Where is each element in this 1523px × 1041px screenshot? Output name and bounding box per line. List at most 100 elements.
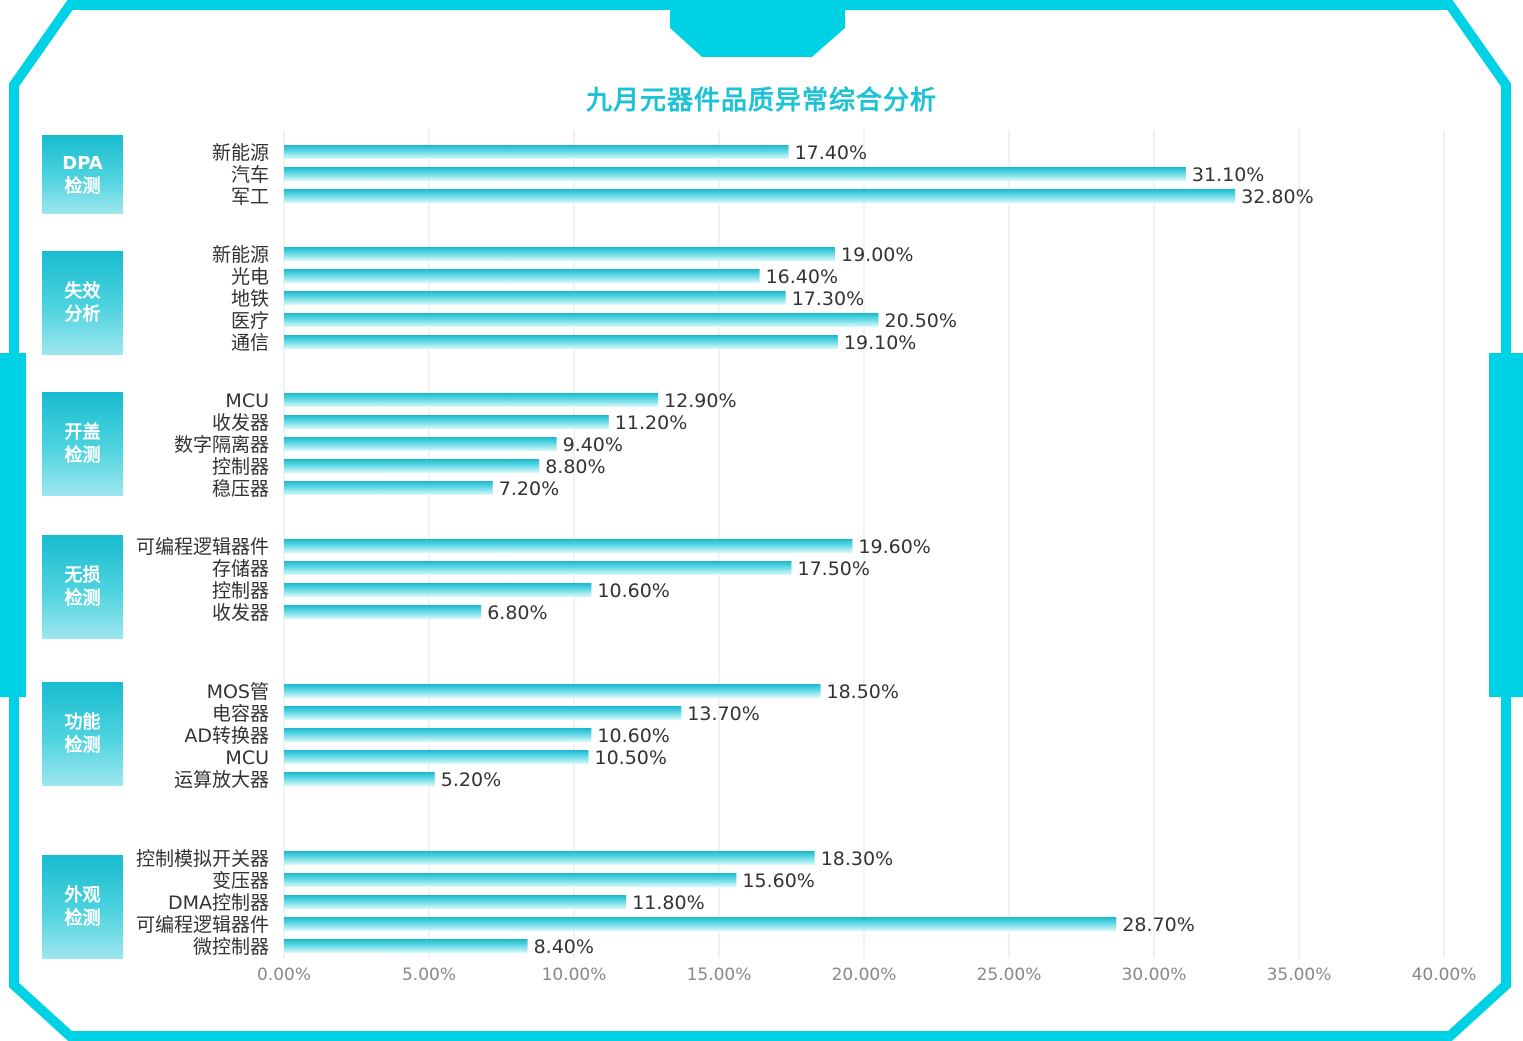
data-label: 13.70% <box>687 703 759 725</box>
data-label: 31.10% <box>1192 164 1264 186</box>
category-label: 军工 <box>231 186 269 208</box>
category-badge: 无损 检测 <box>42 535 123 639</box>
data-label: 28.70% <box>1122 914 1194 936</box>
category-badge-label: 外观 检测 <box>64 885 101 929</box>
bar <box>284 459 540 473</box>
category-label: 运算放大器 <box>174 769 269 791</box>
chart-title: 九月元器件品质异常综合分析 <box>585 86 937 116</box>
category-label: 控制器 <box>212 456 269 478</box>
bars <box>284 145 1236 953</box>
data-label: 8.40% <box>534 936 594 958</box>
category-label: 收发器 <box>212 412 269 434</box>
data-label: 17.40% <box>795 142 867 164</box>
category-label: 变压器 <box>212 870 269 892</box>
bar <box>284 247 835 261</box>
x-tick-label: 35.00% <box>1267 965 1332 985</box>
category-label: 控制模拟开关器 <box>136 848 269 870</box>
x-tick-label: 25.00% <box>977 965 1042 985</box>
category-label: 医疗 <box>231 310 269 332</box>
category-badge: DPA 检测 <box>42 135 123 214</box>
bar <box>284 851 815 865</box>
data-label: 8.80% <box>545 456 605 478</box>
category-label: 新能源 <box>212 244 269 266</box>
category-label: 可编程逻辑器件 <box>136 536 269 558</box>
data-label: 20.50% <box>885 310 957 332</box>
bar <box>284 772 435 786</box>
data-label: 10.60% <box>597 725 669 747</box>
category-badge: 开盖 检测 <box>42 392 123 496</box>
data-label: 10.60% <box>597 580 669 602</box>
category-label: MCU <box>225 747 269 769</box>
data-label: 19.10% <box>844 332 916 354</box>
data-label: 6.80% <box>487 602 547 624</box>
bar <box>284 917 1117 931</box>
category-label: MCU <box>225 390 269 412</box>
category-badge-label: 无损 检测 <box>64 565 101 609</box>
data-label: 19.00% <box>841 244 913 266</box>
category-badge: 功能 检测 <box>42 682 123 786</box>
bar <box>284 684 821 698</box>
x-tick-label: 40.00% <box>1412 965 1477 985</box>
category-label: 收发器 <box>212 602 269 624</box>
data-label: 11.80% <box>632 892 704 914</box>
data-label: 5.20% <box>441 769 501 791</box>
x-tick-label: 20.00% <box>832 965 897 985</box>
category-badge-label: 功能 检测 <box>64 712 101 756</box>
frame-left-tab <box>0 353 26 697</box>
category-label: 汽车 <box>231 164 269 186</box>
category-badge: 外观 检测 <box>42 855 123 959</box>
bar <box>284 437 557 451</box>
bar <box>284 145 789 159</box>
bar <box>284 335 838 349</box>
data-label: 11.20% <box>615 412 687 434</box>
category-label: 通信 <box>231 332 269 354</box>
data-label: 9.40% <box>563 434 623 456</box>
bar <box>284 939 528 953</box>
bar <box>284 895 627 909</box>
frame-right-tab <box>1489 353 1523 697</box>
x-tick-label: 0.00% <box>257 965 311 985</box>
category-label: 数字隔离器 <box>174 434 269 456</box>
bar <box>284 605 482 619</box>
data-label: 12.90% <box>664 390 736 412</box>
category-label: 稳压器 <box>212 478 269 500</box>
bar <box>284 189 1236 203</box>
data-label: 17.50% <box>798 558 870 580</box>
data-label: 15.60% <box>742 870 814 892</box>
bar <box>284 728 592 742</box>
data-label: 10.50% <box>595 747 667 769</box>
x-tick-label: 30.00% <box>1122 965 1187 985</box>
category-label: DMA控制器 <box>168 892 269 914</box>
bar <box>284 583 592 597</box>
x-tick-label: 5.00% <box>402 965 456 985</box>
data-label: 7.20% <box>499 478 559 500</box>
x-tick-label: 15.00% <box>687 965 752 985</box>
bar <box>284 750 589 764</box>
category-label: 可编程逻辑器件 <box>136 914 269 936</box>
category-badge: 失效 分析 <box>42 251 123 355</box>
bar <box>284 167 1186 181</box>
bar <box>284 313 879 327</box>
labels: 新能源 17.40% 汽车 31.10% 军工 32.80% 新能源 19.00% 光电 16.4… <box>136 142 1314 958</box>
bar <box>284 873 737 887</box>
bar <box>284 291 786 305</box>
bar <box>284 415 609 429</box>
category-label: AD转换器 <box>184 725 269 747</box>
bar <box>284 393 659 407</box>
category-label: 新能源 <box>212 142 269 164</box>
category-badge-label: 失效 分析 <box>64 281 101 325</box>
data-label: 32.80% <box>1241 186 1313 208</box>
data-label: 16.40% <box>766 266 838 288</box>
frame-top-tab <box>670 0 845 57</box>
x-axis-ticks: 0.00% 5.00% 10.00% 15.00% 20.00% 25.00% 30.00%… <box>257 965 1476 985</box>
data-label: 17.30% <box>792 288 864 310</box>
category-badge-label: 开盖 检测 <box>64 422 101 466</box>
bar <box>284 481 493 495</box>
category-label: 控制器 <box>212 580 269 602</box>
bar <box>284 269 760 283</box>
data-label: 18.30% <box>821 848 893 870</box>
bar <box>284 539 853 553</box>
bar <box>284 561 792 575</box>
data-label: 18.50% <box>827 681 899 703</box>
